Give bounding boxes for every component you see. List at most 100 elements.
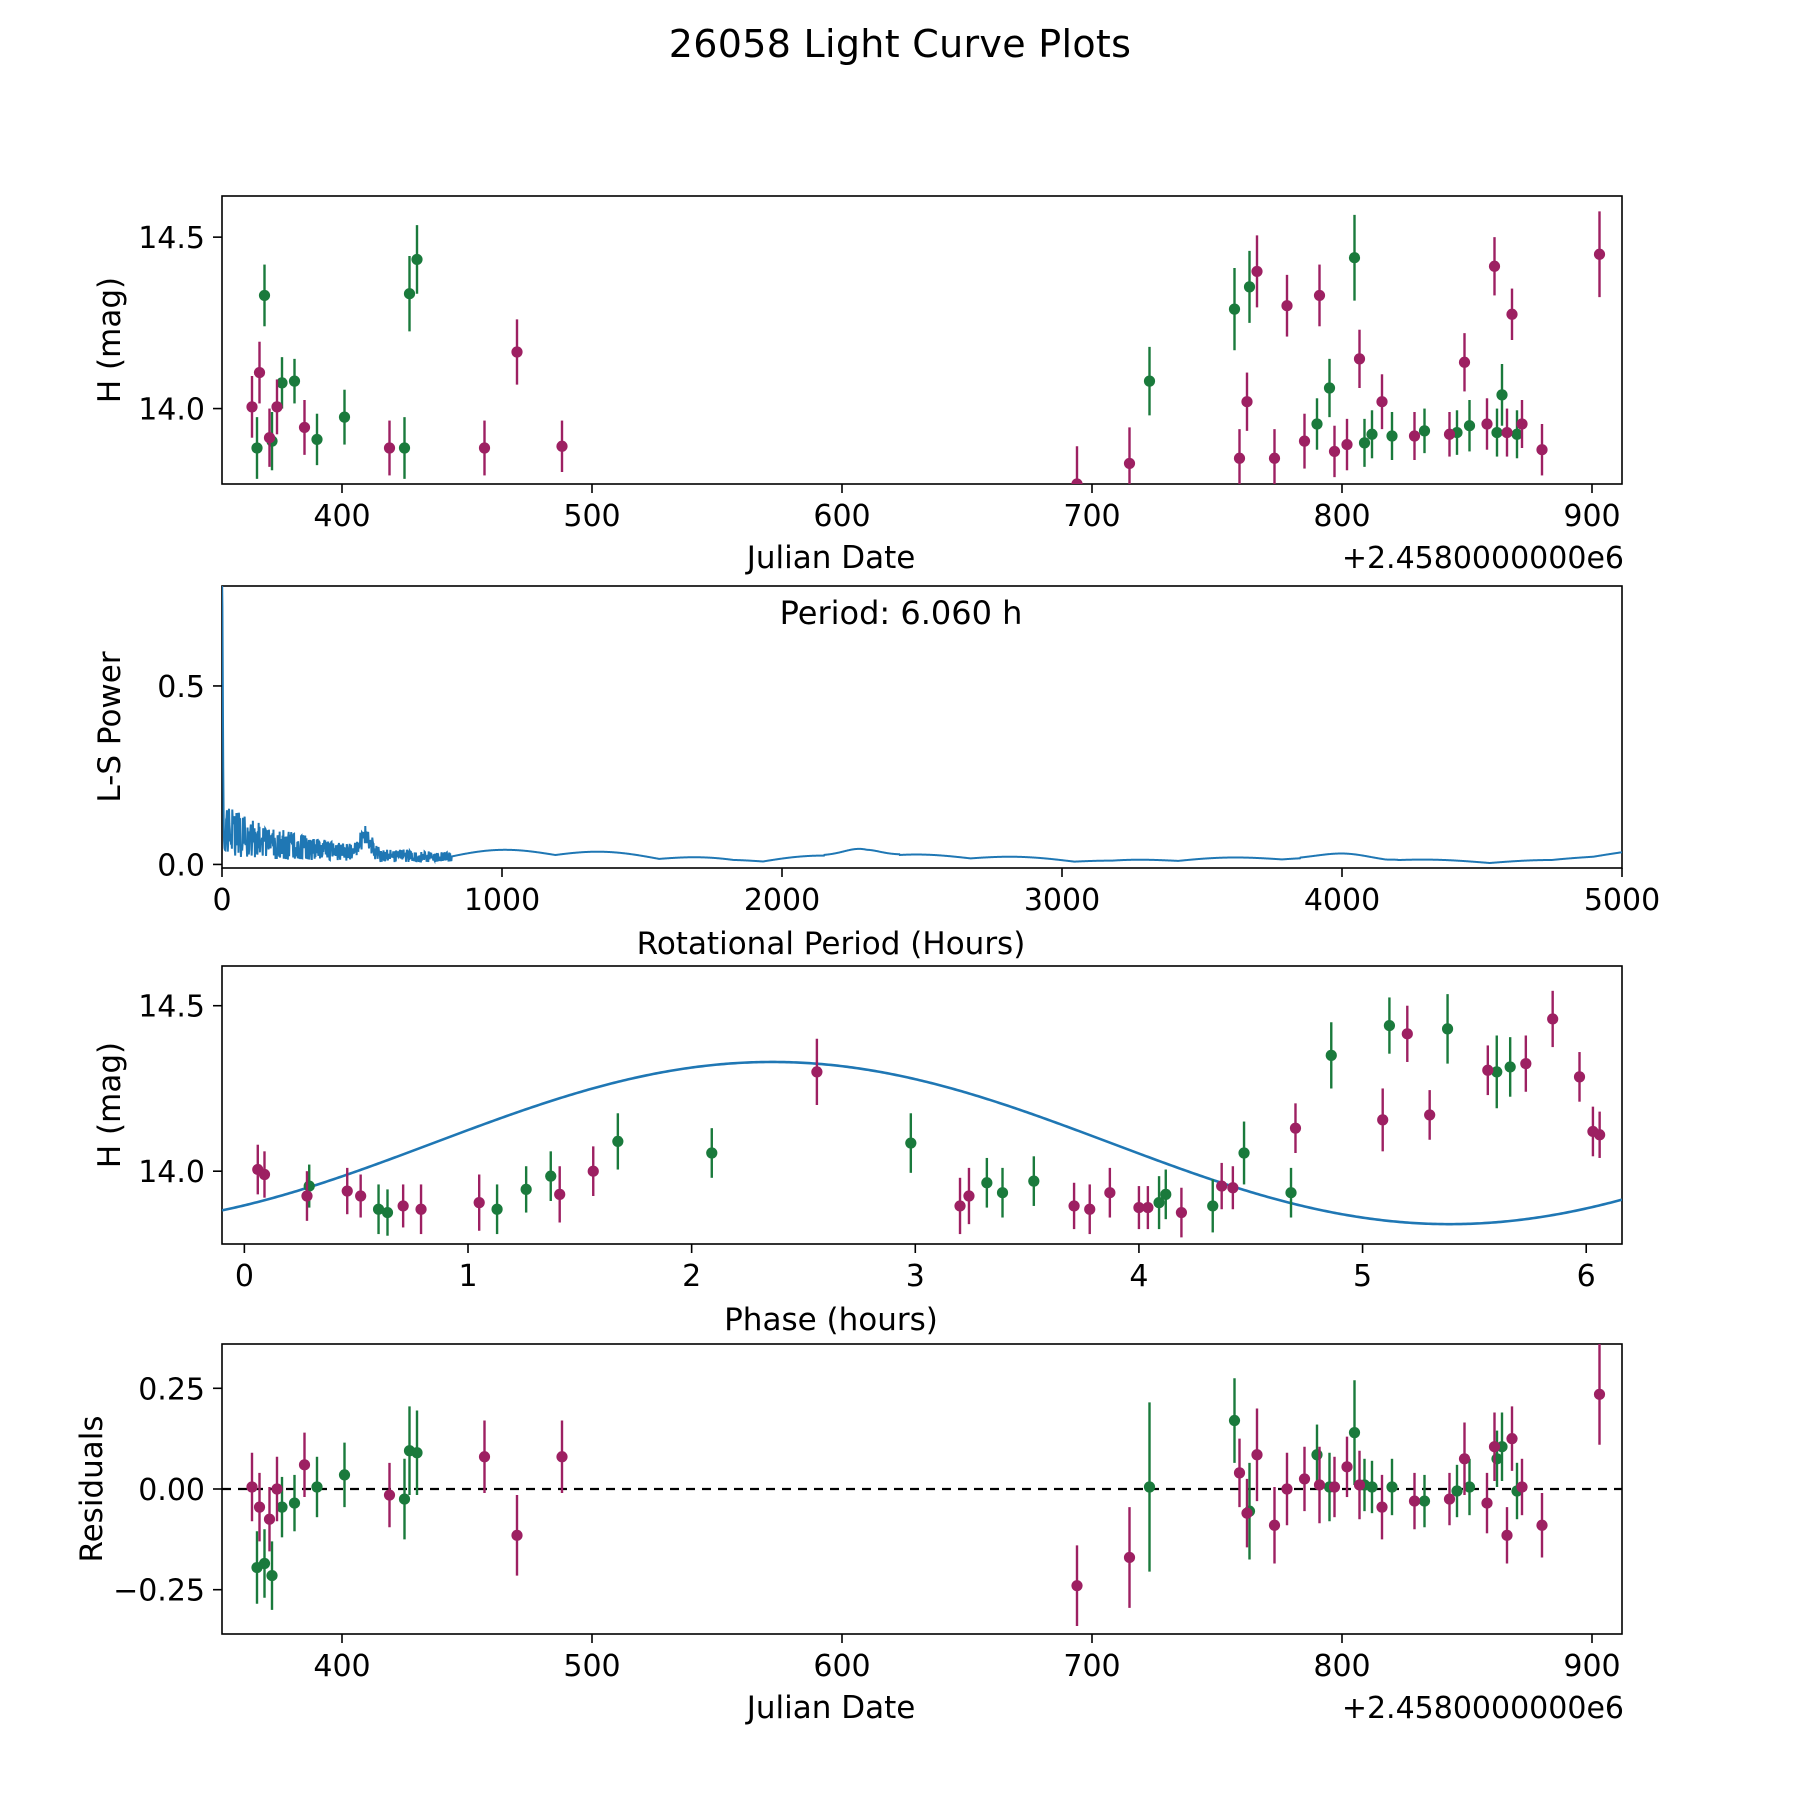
data-point [1216, 1180, 1228, 1192]
data-point [1496, 389, 1508, 401]
data-point [556, 440, 568, 452]
data-point [398, 442, 411, 454]
x-tick-label: 800 [1313, 499, 1370, 534]
data-point [1501, 1529, 1513, 1541]
data-point [520, 1183, 532, 1195]
data-point [338, 1469, 351, 1481]
data-point [1071, 478, 1083, 484]
data-point [511, 346, 523, 358]
data-point [1268, 1519, 1281, 1531]
series-green-band [303, 994, 1516, 1236]
axes-frame [221, 965, 1623, 1245]
data-point [1451, 1485, 1463, 1497]
data-point [1441, 1023, 1454, 1035]
data-point [1463, 1481, 1476, 1493]
data-point [1353, 1479, 1366, 1491]
data-point [403, 288, 416, 300]
data-point [1506, 1433, 1518, 1445]
data-point [271, 1483, 283, 1495]
x-tick-label: 400 [313, 499, 370, 534]
data-point [372, 1203, 385, 1215]
data-point [1104, 1187, 1116, 1199]
y-tick-label: 14.5 [138, 221, 205, 256]
data-point [478, 1451, 491, 1463]
data-point [1311, 1449, 1323, 1461]
data-point [1328, 445, 1341, 458]
data-point [258, 289, 271, 302]
data-point [1281, 300, 1293, 312]
data-point [271, 401, 283, 413]
data-point [341, 1185, 353, 1197]
data-point [1123, 457, 1136, 470]
data-point [1313, 1479, 1326, 1491]
x-tick-label: 4 [1129, 1259, 1148, 1294]
x-tick-label: 3 [906, 1259, 925, 1294]
data-point [1251, 265, 1263, 278]
data-point [1520, 1058, 1532, 1070]
data-point [1233, 1467, 1246, 1479]
data-point [1463, 420, 1476, 432]
data-point [1418, 1495, 1431, 1507]
y-tick-label: 0.25 [138, 1372, 205, 1407]
y-tick-label: 0.0 [157, 848, 205, 883]
data-point [587, 1165, 599, 1177]
data-point [355, 1190, 367, 1202]
data-point [1243, 281, 1256, 293]
data-point [253, 1501, 266, 1513]
data-point [258, 1557, 271, 1570]
y-tick-label: −0.25 [113, 1574, 205, 1609]
data-point [1401, 1028, 1413, 1040]
data-point [1143, 375, 1156, 387]
data-point [1491, 426, 1503, 439]
y-tick-label: 0.5 [157, 670, 205, 705]
data-point [1516, 418, 1528, 430]
x-tick-label: 1 [458, 1259, 477, 1294]
data-point [1386, 1481, 1398, 1493]
x-tick-label: 400 [313, 1649, 370, 1684]
data-point [1348, 252, 1361, 264]
data-point [1068, 1200, 1080, 1212]
data-point [1516, 1481, 1528, 1493]
data-point [1207, 1200, 1219, 1212]
data-point [511, 1529, 523, 1541]
data-point [1341, 438, 1353, 451]
data-point [1547, 1013, 1559, 1025]
panel-residuals: 400 500 600 700 800 900 −0.25 0.00 0.25 Julian Da… [74, 1343, 1624, 1726]
data-point [303, 1180, 315, 1192]
data-point [276, 1501, 288, 1513]
data-point [251, 442, 263, 454]
data-point [311, 1481, 323, 1493]
data-point [1071, 1580, 1083, 1592]
y-tick-label: 14.0 [138, 393, 205, 428]
data-point [1482, 1064, 1494, 1076]
data-point [1298, 1473, 1311, 1485]
data-point [1536, 1519, 1548, 1531]
x-offset-label: +2.4580000000e6 [1342, 541, 1624, 576]
data-point [473, 1197, 485, 1209]
data-point [1366, 1481, 1378, 1493]
data-point [258, 1168, 271, 1181]
data-point [1594, 1129, 1606, 1141]
data-point [1123, 1551, 1136, 1564]
data-point [1341, 1461, 1353, 1473]
data-point [1383, 1019, 1396, 1032]
series-green-band [251, 214, 1523, 479]
y-tick-label: 14.5 [138, 990, 205, 1025]
x-tick-label: 0 [212, 883, 231, 918]
data-point [1358, 437, 1371, 449]
data-point [415, 1203, 427, 1215]
data-point [478, 442, 491, 454]
data-point [1160, 1188, 1172, 1200]
data-point [1424, 1109, 1436, 1121]
x-tick-label: 800 [1313, 1649, 1370, 1684]
data-point [545, 1170, 557, 1182]
x-tick-label: 900 [1563, 499, 1620, 534]
data-point [298, 1459, 311, 1471]
data-point [276, 377, 288, 389]
x-offset-label-resid: +2.4580000000e6 [1342, 1691, 1624, 1726]
x-tick-label: 700 [1063, 1649, 1120, 1684]
data-point [1366, 428, 1378, 440]
data-point [1458, 356, 1471, 368]
series-magenta-band [246, 211, 1606, 484]
